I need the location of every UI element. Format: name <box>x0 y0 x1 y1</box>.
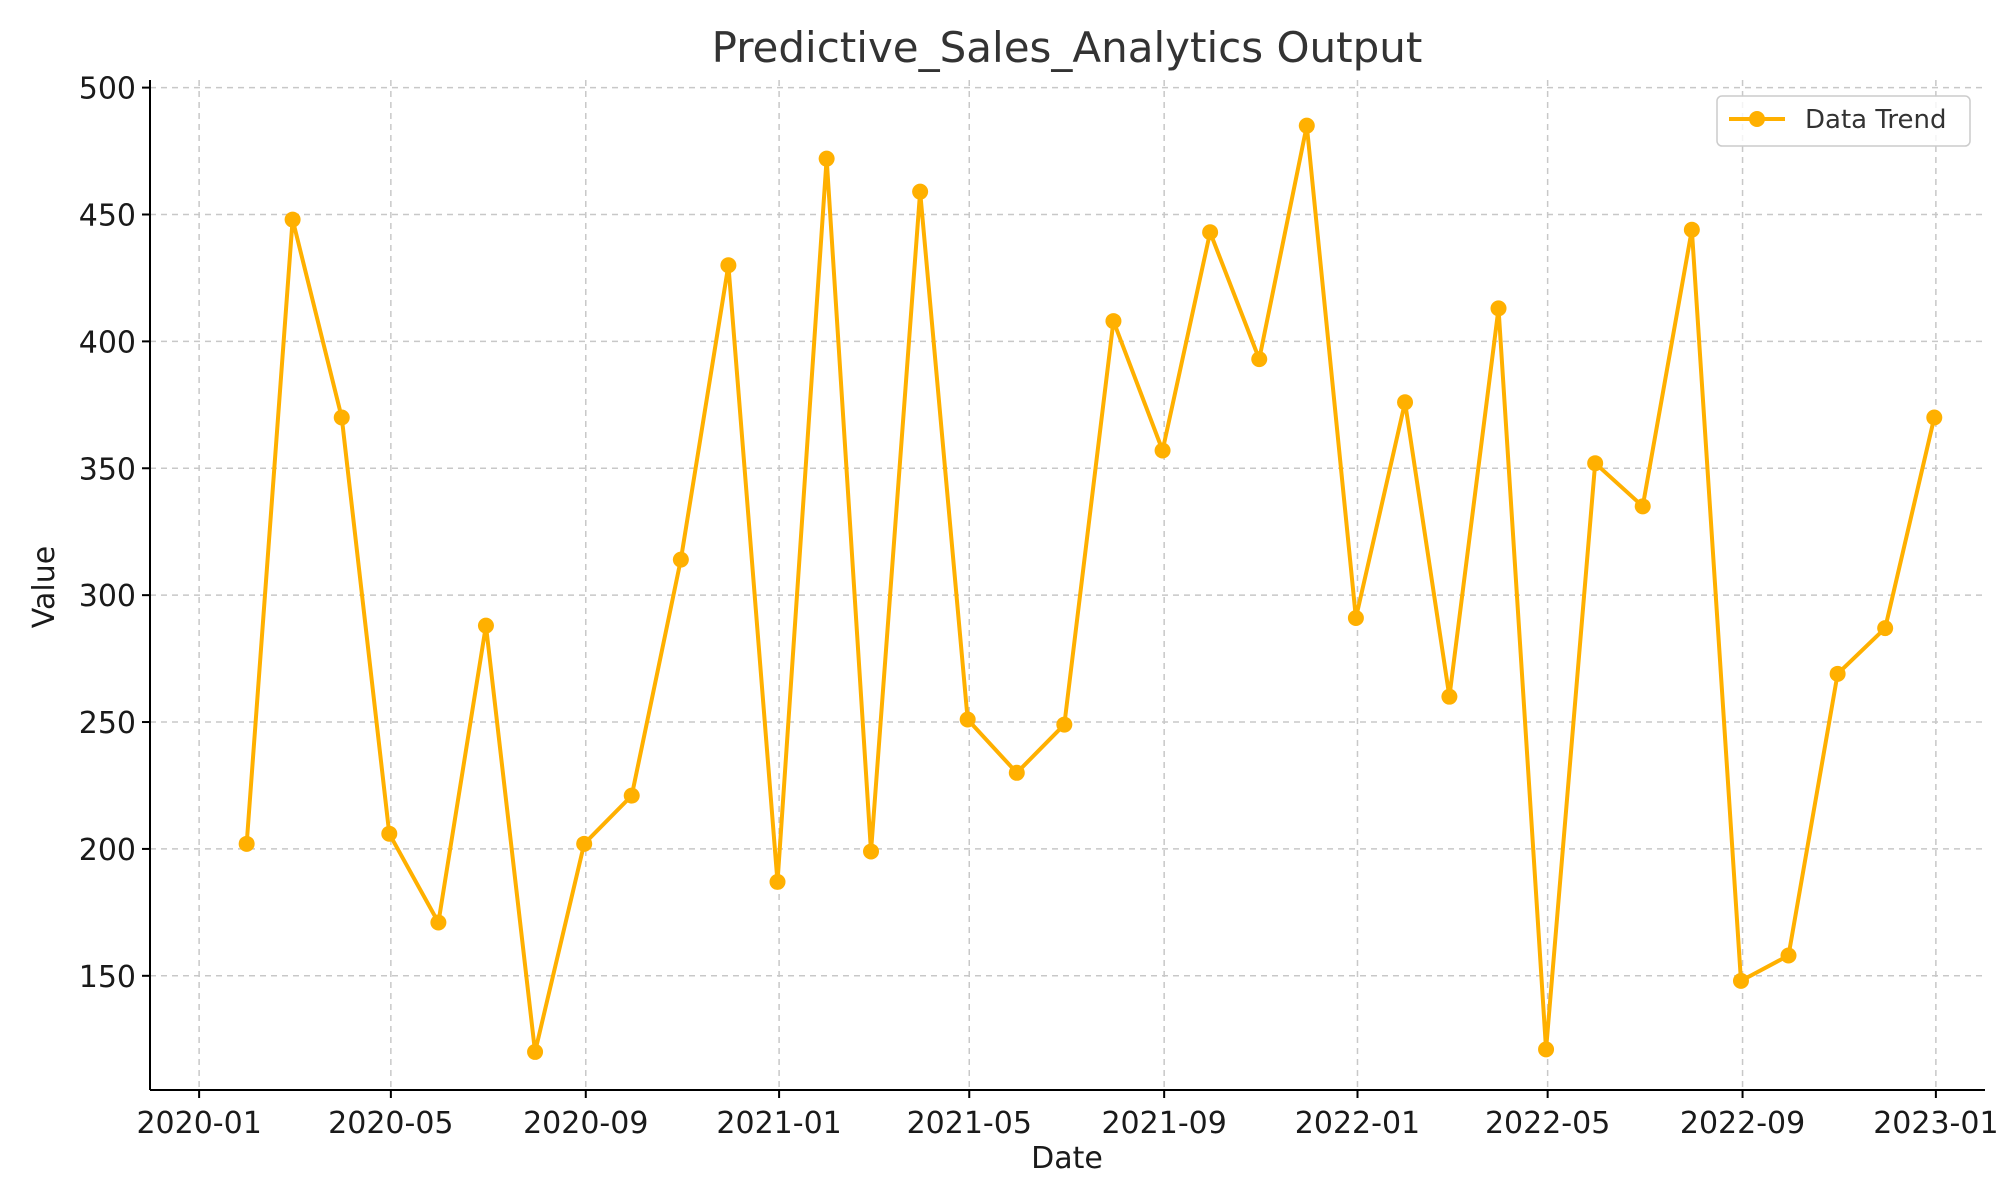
data-point <box>1154 442 1171 459</box>
axes <box>149 80 1985 1091</box>
data-point <box>527 1043 544 1060</box>
data-point <box>1441 688 1458 705</box>
data-point <box>284 211 301 228</box>
y-tick-label: 450 <box>79 198 136 233</box>
x-axis-label: Date <box>1031 1141 1103 1176</box>
data-point <box>1251 351 1268 368</box>
x-tick-label: 2020-09 <box>523 1106 648 1141</box>
legend-box <box>1716 95 1971 147</box>
y-tick-label: 500 <box>79 72 136 107</box>
data-point <box>720 257 737 274</box>
legend: Data Trend <box>1716 95 1971 147</box>
data-point <box>1829 665 1846 682</box>
data-point <box>769 873 786 890</box>
chart-title: Predictive_Sales_Analytics Output <box>712 23 1423 72</box>
data-point <box>1105 313 1122 330</box>
data-point <box>1347 609 1364 626</box>
data-point <box>1008 764 1025 781</box>
data-point <box>912 183 929 200</box>
legend-entry-label: Data Trend <box>1805 105 1947 135</box>
data-point <box>1298 117 1315 134</box>
x-tick-label: 2022-01 <box>1295 1106 1420 1141</box>
y-tick-label: 150 <box>79 960 136 995</box>
data-point <box>863 843 880 860</box>
data-point <box>238 835 255 852</box>
data-point <box>576 835 593 852</box>
series <box>238 117 1943 1060</box>
data-point <box>1056 716 1073 733</box>
x-tick-label: 2020-01 <box>136 1106 261 1141</box>
data-point <box>381 825 398 842</box>
data-point <box>333 409 350 426</box>
data-point <box>477 617 494 634</box>
data-point <box>1877 620 1894 637</box>
grid <box>150 80 1985 1090</box>
data-point <box>1202 224 1219 241</box>
x-tick-label: 2021-01 <box>716 1106 841 1141</box>
x-tick-label: 2022-05 <box>1485 1106 1610 1141</box>
data-point <box>1683 221 1700 238</box>
data-point <box>672 551 689 568</box>
data-point <box>1634 498 1651 515</box>
y-tick-label: 250 <box>79 706 136 741</box>
x-tick-label: 2021-05 <box>907 1106 1032 1141</box>
data-point <box>1538 1041 1555 1058</box>
data-point <box>430 914 447 931</box>
data-point <box>818 150 835 167</box>
data-point <box>1926 409 1943 426</box>
x-tick-label: 2020-05 <box>328 1106 453 1141</box>
data-point <box>959 711 976 728</box>
data-point <box>1490 300 1507 317</box>
y-axis-label: Value <box>27 546 62 628</box>
x-tick-label: 2021-09 <box>1101 1106 1226 1141</box>
legend-marker-sample <box>1749 111 1765 127</box>
y-tick-label: 200 <box>79 833 136 868</box>
y-tick-label: 300 <box>79 579 136 614</box>
data-point <box>1780 947 1797 964</box>
series-line <box>244 123 1937 1054</box>
data-point <box>1397 394 1414 411</box>
data-point <box>1587 455 1604 472</box>
ticks: 2020-01 2020-05 2020-09 2021-01 2021-05 2021-… <box>79 72 1999 1141</box>
y-tick-label: 350 <box>79 452 136 487</box>
y-tick-label: 400 <box>79 325 136 360</box>
x-tick-label: 2023-01 <box>1873 1106 1998 1141</box>
data-point <box>623 787 640 804</box>
x-tick-label: 2022-09 <box>1680 1106 1805 1141</box>
data-point <box>1732 972 1749 989</box>
